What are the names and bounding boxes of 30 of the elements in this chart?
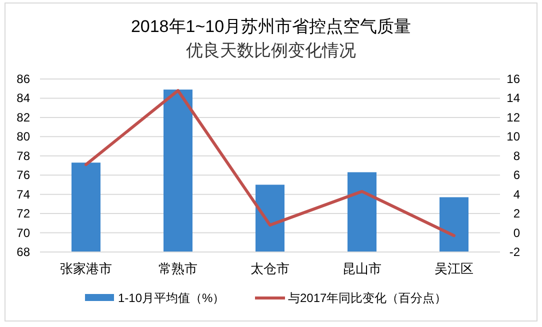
y2-tick-label: 0	[513, 226, 520, 240]
y2-tick-label: 8	[513, 148, 520, 163]
y2-tick-label: -2	[509, 245, 520, 259]
y2-tick-label: 4	[513, 187, 520, 202]
y2-tick-label: 10	[506, 130, 520, 144]
y-tick-label: 74	[16, 187, 30, 202]
y2-tick-label: 14	[506, 91, 520, 106]
x-tick-label: 太仓市	[250, 261, 290, 276]
legend-label: 1-10月平均值（%）	[118, 291, 225, 305]
legend-label: 与2017年同比变化（百分点）	[288, 291, 447, 305]
chart-subtitle: 优良天数比例变化情况	[186, 41, 356, 60]
chart-title: 2018年1~10月苏州市省控点空气质量	[130, 17, 412, 36]
x-tick-label: 张家港市	[60, 261, 112, 276]
x-tick-label: 常熟市	[158, 261, 198, 276]
y-tick-label: 76	[16, 168, 30, 182]
y2-tick-label: 16	[506, 72, 520, 86]
y-tick-label: 70	[16, 226, 30, 240]
y-tick-label: 86	[16, 72, 30, 86]
x-tick-label: 昆山市	[342, 261, 382, 276]
line-series	[84, 89, 456, 238]
y-tick-label: 72	[16, 206, 30, 221]
y-tick-label: 78	[16, 148, 30, 163]
y2-tick-label: 2	[513, 206, 520, 221]
y2-tick-label: 12	[506, 110, 520, 124]
y2-tick-label: 6	[513, 168, 520, 182]
y-tick-label: 80	[16, 130, 30, 144]
y-tick-label: 68	[16, 245, 30, 259]
x-tick-label: 吴江区	[434, 261, 474, 276]
y-tick-label: 82	[16, 110, 30, 124]
y-tick-label: 84	[16, 91, 30, 106]
